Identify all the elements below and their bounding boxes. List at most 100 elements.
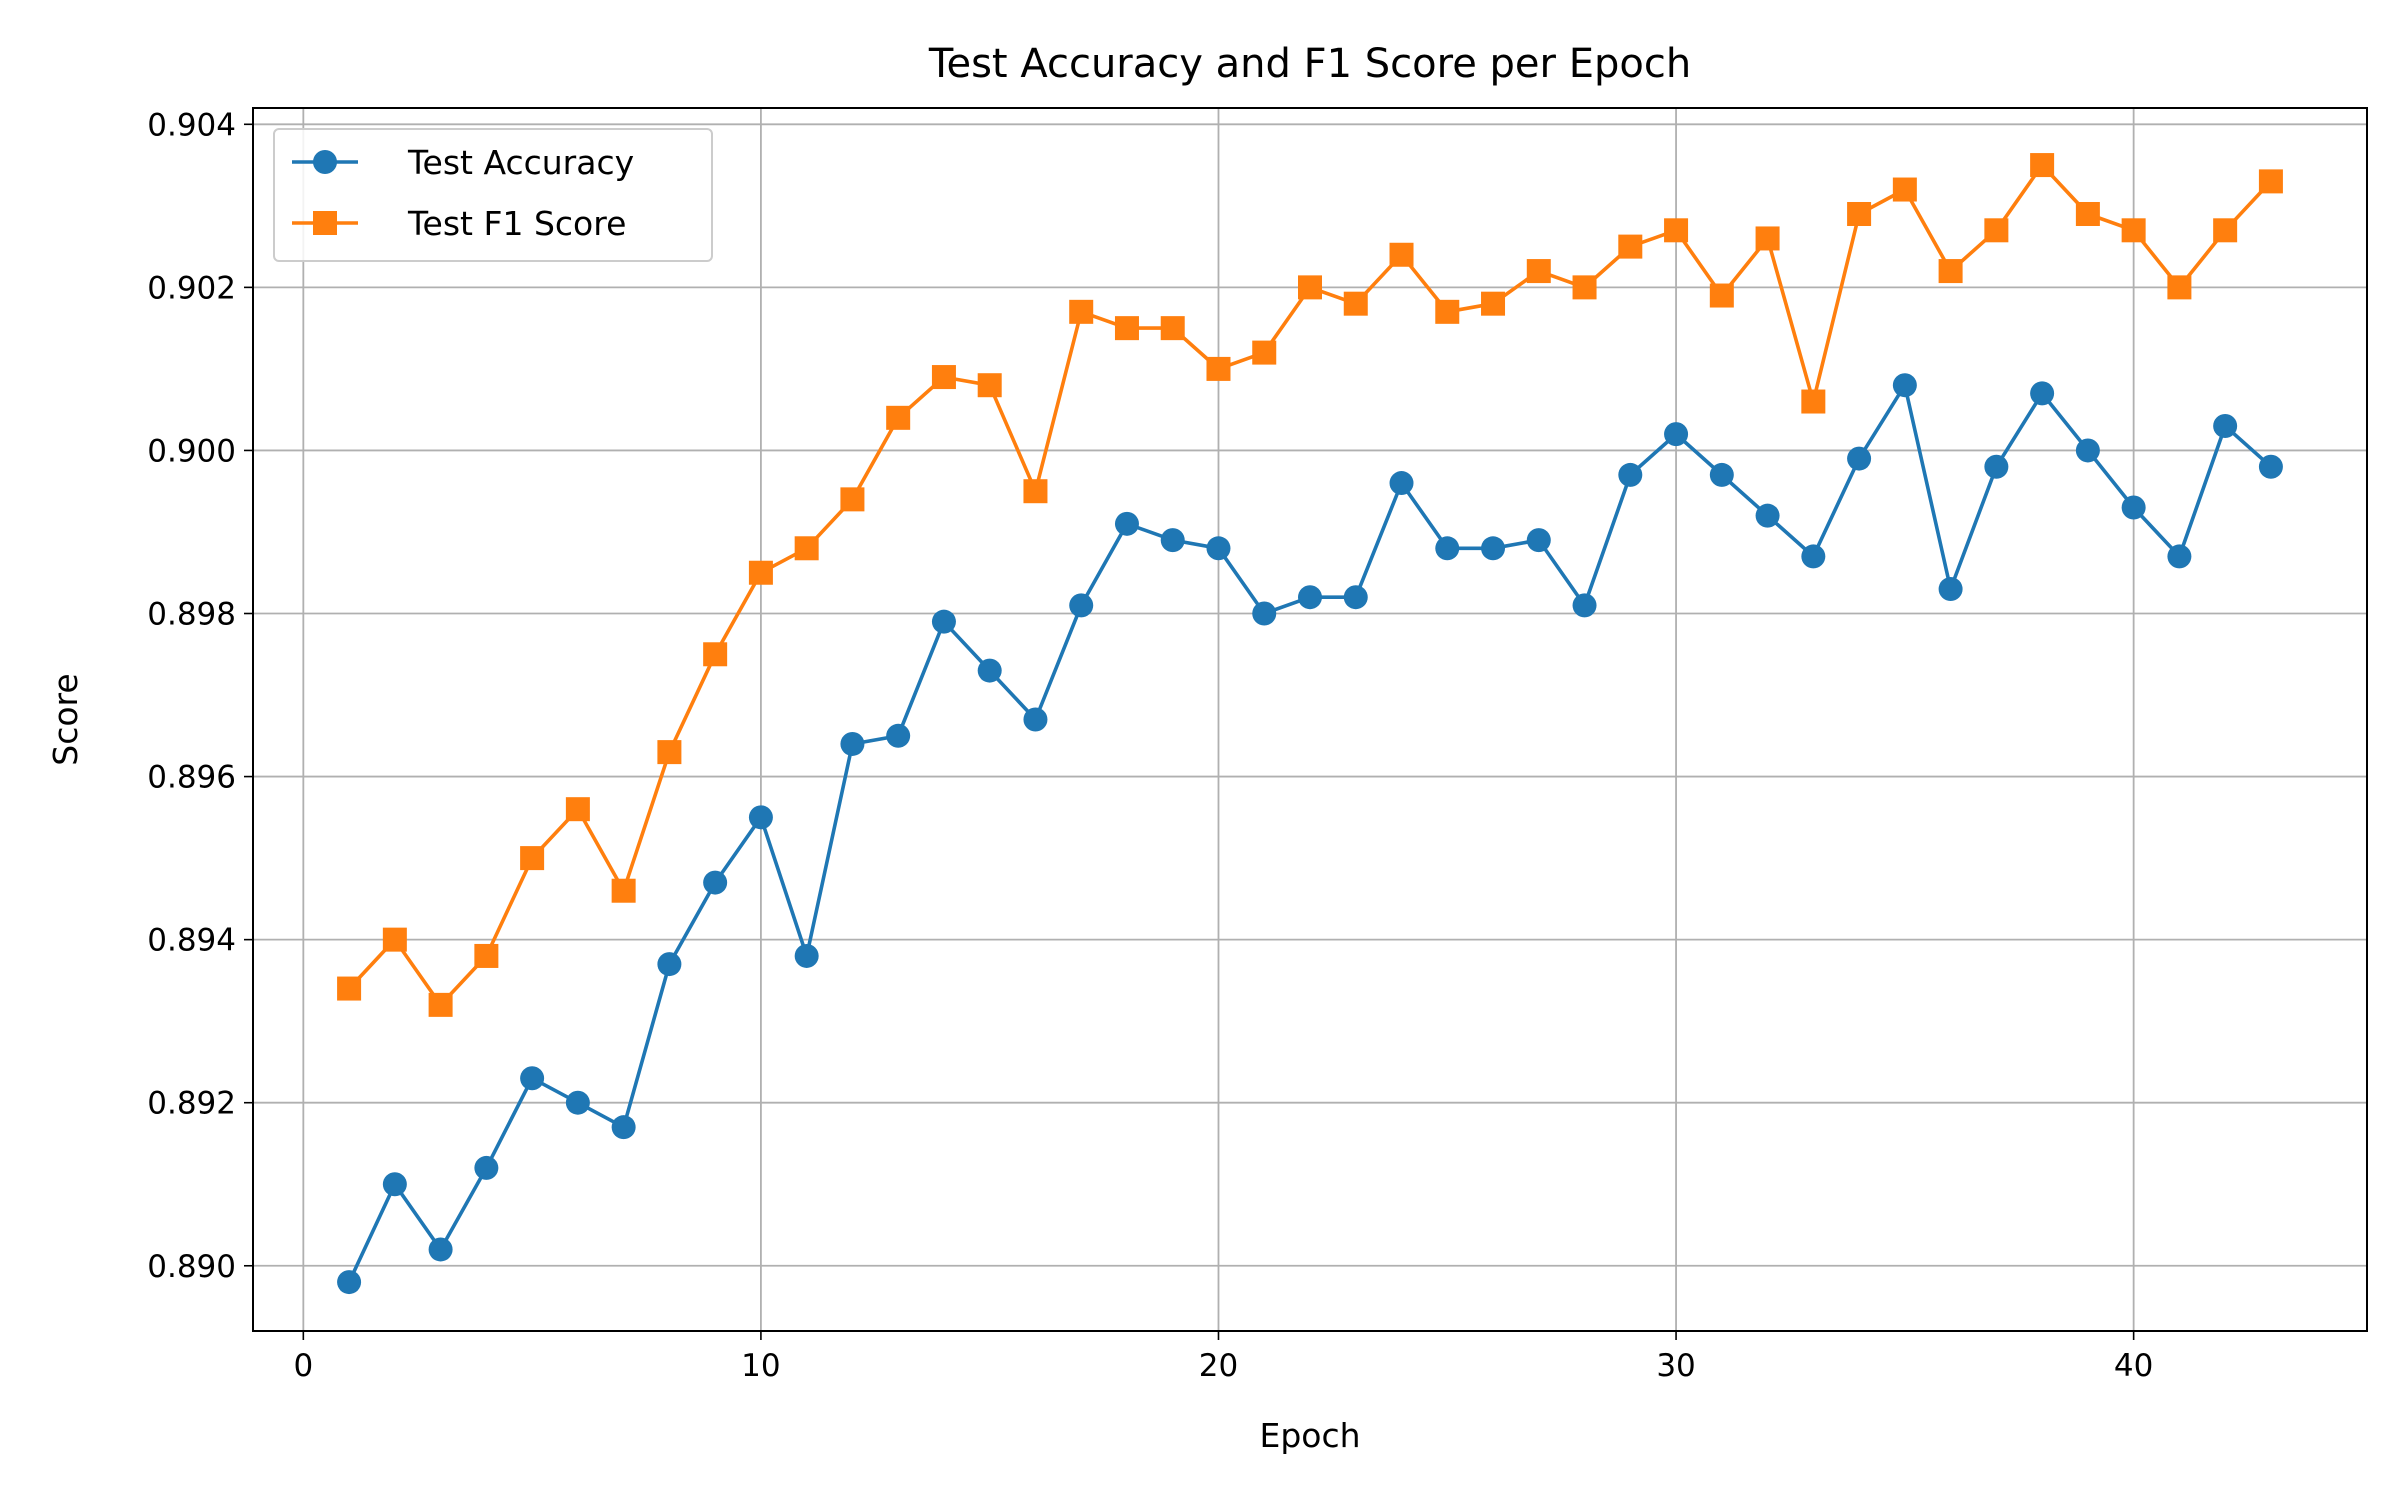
data-point: [474, 1155, 499, 1180]
data-point: [1206, 536, 1231, 561]
data-point: [1435, 299, 1460, 324]
data-point: [840, 731, 865, 756]
legend-item: Test Accuracy: [292, 143, 634, 182]
data-point: [520, 1066, 545, 1091]
plot-frame: [252, 107, 2368, 1332]
x-axis-title: Epoch: [1259, 1416, 1360, 1455]
data-point: [1069, 593, 1094, 618]
data-point: [1709, 283, 1734, 308]
data-point: [1755, 503, 1780, 528]
data-point: [2167, 275, 2192, 300]
data-point: [1984, 218, 2009, 243]
data-point: [840, 487, 865, 512]
data-point: [1664, 422, 1689, 447]
x-tick-label: 10: [741, 1348, 780, 1384]
data-point: [2121, 218, 2146, 243]
data-point: [1252, 601, 1277, 626]
x-tick-label: 30: [1656, 1348, 1695, 1384]
x-tick-label: 40: [2114, 1348, 2153, 1384]
data-point: [1847, 201, 1872, 226]
chart-title: Test Accuracy and F1 Score per Epoch: [928, 41, 1691, 87]
series-line: [347, 383, 2273, 1283]
data-point: [748, 560, 773, 585]
data-point: [1114, 511, 1139, 536]
data-point: [2030, 153, 2055, 178]
data-point: [1755, 226, 1780, 251]
data-point: [1892, 177, 1917, 202]
data-point: [2075, 438, 2100, 463]
data-point: [931, 365, 956, 390]
data-point: [1114, 316, 1139, 341]
x-tick-label: 0: [293, 1348, 313, 1384]
data-point: [1069, 299, 1094, 324]
data-point: [703, 642, 728, 667]
y-tick-label: 0.904: [147, 107, 236, 143]
data-point: [1526, 528, 1551, 553]
data-point: [2213, 218, 2238, 243]
data-point: [2075, 201, 2100, 226]
data-point: [794, 536, 819, 561]
data-point: [2258, 169, 2283, 194]
data-point: [428, 992, 453, 1017]
data-point: [1801, 389, 1826, 414]
y-tick-label: 0.898: [147, 597, 236, 633]
data-point: [1023, 707, 1048, 732]
data-point: [1847, 446, 1872, 471]
data-point: [428, 1237, 453, 1262]
data-point: [611, 1115, 636, 1140]
data-point: [1389, 471, 1414, 496]
data-point: [931, 609, 956, 634]
data-point: [1572, 593, 1597, 618]
data-point: [1252, 340, 1277, 365]
data-point: [1709, 462, 1734, 487]
data-point: [1984, 454, 2009, 479]
data-point: [1481, 536, 1506, 561]
data-point: [1618, 462, 1643, 487]
data-point: [2030, 381, 2055, 406]
data-point: [1389, 242, 1414, 267]
data-point: [748, 805, 773, 830]
legend-item: Test F1 Score: [292, 204, 626, 243]
data-point: [1160, 528, 1185, 553]
data-point: [1343, 291, 1368, 316]
legend-box: [273, 128, 713, 262]
y-tick-label: 0.890: [147, 1249, 236, 1285]
data-point: [565, 1090, 590, 1115]
data-point: [886, 723, 911, 748]
data-point: [1298, 585, 1322, 610]
data-point: [794, 943, 819, 968]
data-point: [1298, 275, 1322, 300]
data-point: [1481, 291, 1506, 316]
legend-label: Test F1 Score: [407, 204, 626, 243]
legend-swatch-marker: [313, 150, 337, 174]
y-tick-label: 0.892: [147, 1086, 236, 1122]
data-point: [703, 870, 728, 895]
data-point: [565, 797, 590, 822]
data-point: [382, 1172, 407, 1197]
data-point: [1618, 234, 1643, 259]
data-point: [1435, 536, 1460, 561]
legend-swatch-marker: [313, 211, 337, 235]
data-point: [337, 976, 362, 1001]
y-tick-label: 0.896: [147, 760, 236, 796]
data-point: [1938, 259, 1963, 284]
data-point: [1526, 259, 1551, 284]
data-point: [1664, 218, 1689, 243]
data-point: [1160, 316, 1185, 341]
data-point: [1938, 577, 1963, 602]
y-axis-title: Score: [46, 673, 85, 765]
y-tick-label: 0.900: [147, 433, 236, 469]
data-point: [2258, 454, 2283, 479]
data-point: [1343, 585, 1368, 610]
grid: [253, 108, 2367, 1331]
data-point: [2213, 413, 2238, 438]
data-point: [977, 373, 1002, 398]
data-point: [977, 658, 1002, 683]
data-point: [382, 927, 407, 952]
x-tick-label: 20: [1199, 1348, 1238, 1384]
data-point: [657, 740, 682, 765]
y-tick-label: 0.902: [147, 270, 236, 306]
data-point: [474, 943, 499, 968]
series-group: [337, 153, 2283, 1295]
